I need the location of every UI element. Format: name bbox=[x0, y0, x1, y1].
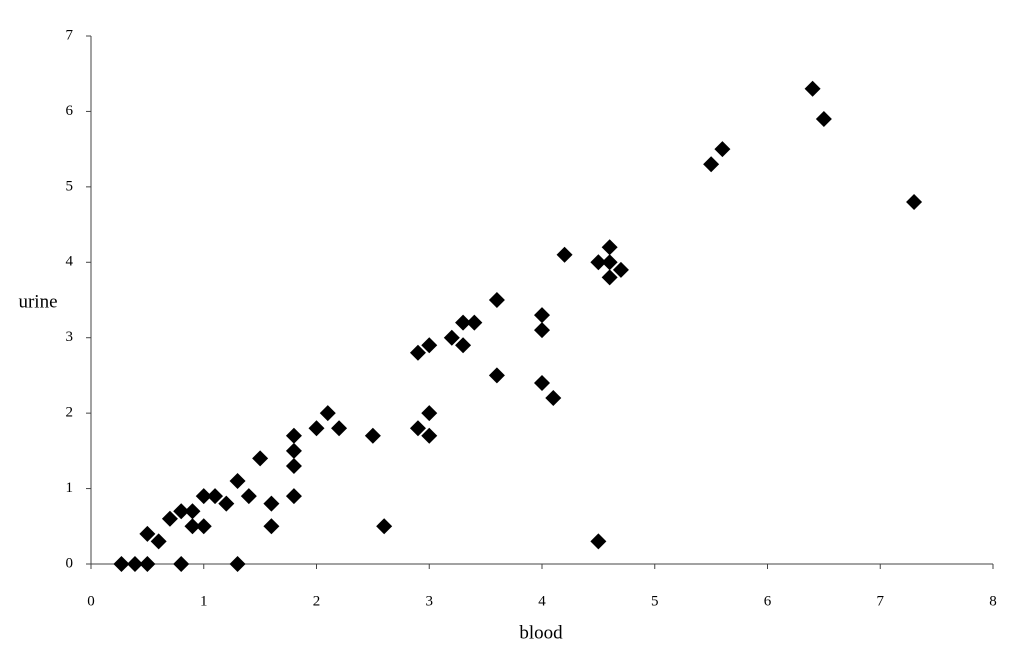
y-axis-title: urine bbox=[18, 291, 57, 312]
point bbox=[714, 141, 731, 158]
point bbox=[207, 488, 224, 505]
point bbox=[331, 420, 348, 437]
point bbox=[409, 344, 426, 361]
point bbox=[218, 495, 235, 512]
x-tick-label: 5 bbox=[651, 593, 659, 609]
y-tick-label: 2 bbox=[66, 405, 74, 421]
y-tick-label: 5 bbox=[66, 178, 74, 194]
point bbox=[285, 488, 302, 505]
point bbox=[545, 390, 562, 407]
x-tick-label: 7 bbox=[877, 593, 885, 609]
point bbox=[150, 533, 167, 550]
point bbox=[455, 337, 472, 354]
point bbox=[252, 450, 269, 467]
x-tick-label: 3 bbox=[426, 593, 434, 609]
point bbox=[263, 495, 280, 512]
point bbox=[601, 254, 618, 271]
point bbox=[612, 261, 629, 278]
point bbox=[184, 518, 201, 535]
point bbox=[319, 405, 336, 422]
point bbox=[376, 518, 393, 535]
point bbox=[195, 518, 212, 535]
y-tick-label: 3 bbox=[66, 329, 74, 345]
point bbox=[139, 556, 156, 572]
point bbox=[443, 329, 460, 346]
point bbox=[590, 254, 607, 271]
point bbox=[161, 510, 178, 527]
point bbox=[488, 367, 505, 384]
point bbox=[534, 322, 550, 339]
x-tick-label: 0 bbox=[87, 593, 95, 609]
point bbox=[421, 405, 438, 422]
point bbox=[173, 503, 190, 520]
x-tick-label: 2 bbox=[313, 593, 321, 609]
point bbox=[229, 473, 246, 490]
point bbox=[601, 239, 618, 256]
point bbox=[455, 314, 472, 331]
point bbox=[240, 488, 257, 505]
point bbox=[285, 442, 302, 459]
y-tick-label: 6 bbox=[66, 103, 74, 119]
point bbox=[173, 556, 190, 572]
point bbox=[139, 525, 156, 542]
point bbox=[285, 457, 302, 474]
point bbox=[703, 156, 720, 173]
point bbox=[601, 269, 618, 286]
point bbox=[285, 427, 302, 444]
point bbox=[421, 427, 438, 444]
x-tick-label: 1 bbox=[200, 593, 208, 609]
point bbox=[263, 518, 280, 535]
point bbox=[815, 110, 832, 127]
point bbox=[409, 420, 426, 437]
point bbox=[534, 307, 550, 324]
point bbox=[184, 503, 201, 520]
point bbox=[556, 246, 573, 263]
y-tick-label: 7 bbox=[66, 27, 74, 43]
point bbox=[229, 556, 246, 572]
point bbox=[804, 80, 821, 97]
point bbox=[590, 533, 607, 550]
point bbox=[113, 556, 130, 572]
point bbox=[906, 193, 923, 210]
x-tick-label: 4 bbox=[538, 593, 546, 609]
point bbox=[534, 374, 550, 391]
point bbox=[195, 488, 212, 505]
x-axis-title: blood bbox=[519, 622, 563, 643]
y-tick-label: 4 bbox=[66, 254, 74, 270]
point bbox=[308, 420, 325, 437]
y-tick-label: 1 bbox=[66, 480, 74, 496]
y-tick-label: 0 bbox=[66, 555, 74, 571]
x-tick-label: 6 bbox=[764, 593, 772, 609]
point bbox=[488, 292, 505, 308]
point bbox=[466, 314, 483, 331]
point bbox=[364, 427, 381, 444]
x-tick-label: 8 bbox=[989, 593, 997, 609]
point bbox=[421, 337, 438, 354]
point bbox=[126, 556, 143, 572]
